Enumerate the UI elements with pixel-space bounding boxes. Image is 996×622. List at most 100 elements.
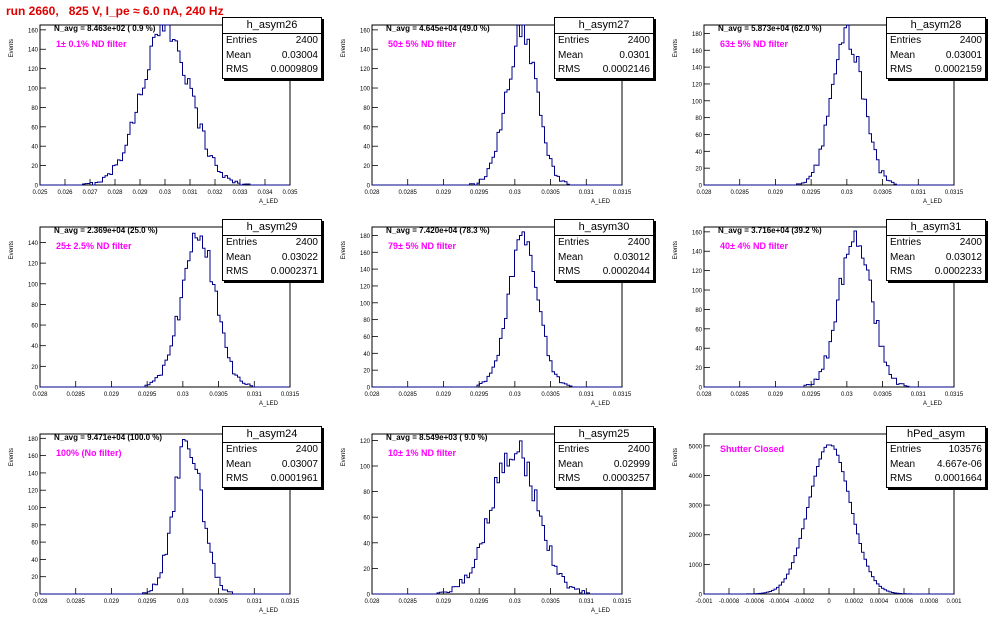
x-axis-label: A_LED — [259, 608, 279, 614]
histogram-panel-hPed_asym: 0 1000 2000 3000 4000 5000 -0.001 -0.0008 -0.000… — [664, 414, 996, 621]
stats-title: hPed_asym — [887, 427, 985, 443]
y-tick-label: 0 — [35, 593, 39, 599]
histogram-series — [40, 438, 290, 595]
stats-mean-value: 0.03012 — [613, 251, 650, 263]
histogram-series — [372, 24, 622, 186]
y-tick-label: 120 — [360, 67, 371, 73]
y-tick-label: 40 — [695, 347, 702, 353]
y-tick-label: 160 — [360, 251, 371, 257]
stats-mean-value: 0.03012 — [945, 251, 982, 263]
y-tick-label: 160 — [360, 28, 371, 34]
y-tick-label: 120 — [360, 439, 371, 445]
stats-box: h_asym31 Entries 2400 Mean 0.03012 RMS 0.00022… — [886, 219, 986, 281]
x-tick-label: 0.03 — [177, 599, 189, 605]
histogram-panel-h_asym28: 0 20 40 60 80 100 120 140 160 180 0.028 0.0285 0.029… — [664, 5, 996, 212]
plot-frame — [371, 24, 623, 186]
stats-title: h_asym24 — [223, 427, 321, 443]
stats-mean-label: Mean — [226, 251, 252, 263]
stats-mean-value: 0.02999 — [613, 458, 650, 470]
filter-annotation: Shutter Closed — [720, 444, 785, 454]
plot-frame — [703, 226, 955, 388]
y-tick-label: 2000 — [689, 533, 703, 539]
stats-row-mean: Mean 0.03022 — [223, 251, 321, 266]
histogram-plot: 0 20 40 60 80 100 120 140 160 180 0.028 0.0285 0.029… — [341, 226, 632, 407]
y-axis-label: Events — [673, 241, 679, 259]
stats-box: h_asym30 Entries 2400 Mean 0.03012 RMS 0.00020… — [554, 219, 654, 281]
stats-row-rms: RMS 0.0002371 — [223, 265, 321, 280]
x-axis-label: A_LED — [591, 199, 611, 205]
stats-row-mean: Mean 4.667e-06 — [887, 458, 985, 473]
x-tick-label: 0.0285 — [67, 599, 86, 605]
navg-label: N_avg = 2.369e+04 (25.0 %) — [54, 226, 158, 235]
y-axis-label: Events — [9, 448, 15, 466]
y-tick-label: 100 — [692, 99, 703, 105]
y-tick-label: 120 — [360, 284, 371, 290]
stats-entries-label: Entries — [558, 237, 590, 248]
histogram-plot: 0 20 40 60 80 100 120 0.028 0.0285 0.029 0.0295 0.0… — [341, 433, 632, 614]
stats-entries-label: Entries — [226, 237, 258, 248]
y-tick-label: 80 — [363, 318, 370, 324]
x-tick-label: 0.03 — [841, 190, 853, 196]
stats-box: h_asym24 Entries 2400 Mean 0.03007 RMS 0.00019… — [222, 426, 322, 488]
histogram-plot: 0 20 40 60 80 100 120 140 160 180 0.028 0.0285 0.029… — [673, 24, 964, 205]
stats-entries-value: 2400 — [627, 35, 650, 46]
plot-frame — [371, 433, 623, 595]
x-tick-label: 0.028 — [364, 190, 380, 196]
y-tick-label: 60 — [31, 541, 38, 547]
x-tick-label: 0.0315 — [945, 190, 964, 196]
stats-row-entries: Entries 103576 — [887, 443, 985, 458]
y-tick-label: 120 — [28, 262, 39, 268]
y-tick-label: 40 — [363, 145, 370, 151]
y-tick-label: 140 — [360, 48, 371, 54]
x-axis-label: A_LED — [923, 199, 943, 205]
y-tick-label: 60 — [363, 335, 370, 341]
x-tick-label: 0.034 — [257, 190, 273, 196]
x-tick-label: 0.029 — [104, 392, 120, 398]
y-axis-label: Events — [341, 448, 347, 466]
x-tick-label: 0.0295 — [470, 392, 489, 398]
x-tick-label: 0.028 — [696, 392, 712, 398]
stats-entries-value: 2400 — [295, 35, 318, 46]
stats-rms-label: RMS — [890, 473, 913, 484]
y-tick-label: 40 — [31, 344, 38, 350]
x-tick-label: 0.031 — [911, 392, 927, 398]
histogram-plot: 0 20 40 60 80 100 120 140 160 180 0.028 0.0285 0.029… — [9, 433, 300, 614]
histogram-panel-h_asym25: 0 20 40 60 80 100 120 0.028 0.0285 0.029 0.0295 0.0… — [332, 414, 664, 621]
filter-annotation: 1± 0.1% ND filter — [56, 39, 127, 49]
y-tick-label: 0 — [367, 593, 371, 599]
stats-mean-label: Mean — [558, 251, 584, 263]
x-axis-label: A_LED — [259, 401, 279, 407]
x-tick-label: 0.03 — [177, 392, 189, 398]
y-tick-label: 80 — [31, 523, 38, 529]
x-tick-label: -0.0006 — [744, 599, 765, 605]
stats-entries-value: 2400 — [959, 35, 982, 46]
x-tick-label: -0.001 — [695, 599, 713, 605]
stats-mean-value: 0.03022 — [281, 251, 318, 263]
stats-row-entries: Entries 2400 — [887, 236, 985, 251]
stats-rms-value: 0.0001664 — [934, 473, 982, 484]
x-tick-label: 0.0295 — [138, 599, 157, 605]
y-tick-label: 180 — [360, 234, 371, 240]
x-tick-label: 0.0305 — [541, 599, 560, 605]
stats-rms-label: RMS — [558, 266, 581, 277]
y-tick-label: 0 — [699, 386, 703, 392]
stats-rms-label: RMS — [226, 473, 249, 484]
filter-annotation: 100% (No filter) — [56, 448, 122, 458]
stats-row-mean: Mean 0.03004 — [223, 49, 321, 64]
stats-rms-label: RMS — [890, 266, 913, 277]
y-tick-label: 60 — [695, 133, 702, 139]
stats-rms-label: RMS — [558, 64, 581, 75]
x-tick-label: 0.025 — [32, 190, 48, 196]
stats-rms-label: RMS — [558, 473, 581, 484]
x-tick-label: 0.0008 — [920, 599, 939, 605]
y-tick-label: 0 — [699, 593, 703, 599]
y-tick-label: 160 — [692, 49, 703, 55]
x-tick-label: 0.0305 — [541, 190, 560, 196]
stats-mean-value: 0.0301 — [619, 49, 650, 61]
stats-mean-label: Mean — [890, 251, 916, 263]
y-tick-label: 100 — [28, 282, 39, 288]
stats-rms-label: RMS — [890, 64, 913, 75]
y-tick-label: 40 — [31, 145, 38, 151]
x-tick-label: 0.031 — [579, 190, 595, 196]
histogram-plot: 0 20 40 60 80 100 120 140 160 0.025 0.026 0.027 0.02… — [9, 24, 298, 205]
